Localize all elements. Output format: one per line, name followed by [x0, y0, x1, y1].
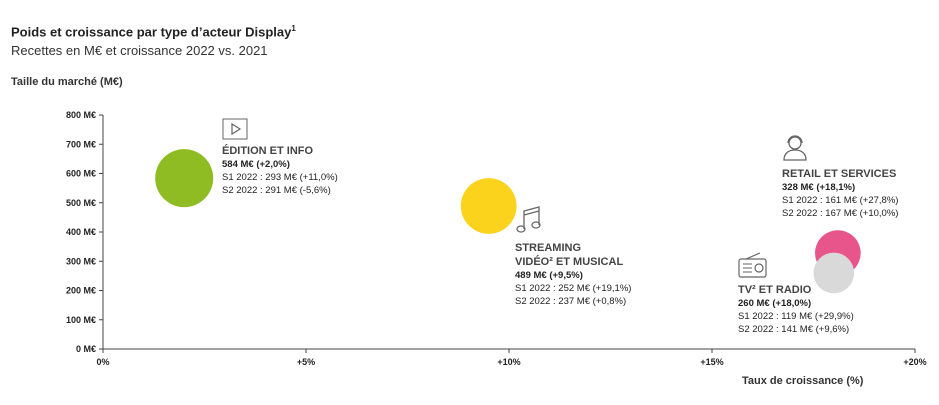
series-s1: S1 2022 : 252 M€ (+19,1%)	[515, 283, 632, 294]
annotation-edition-info: ÉDITION ET INFO 584 M€ (+2,0%) S1 2022 :…	[222, 144, 338, 197]
series-name: RETAIL ET SERVICES	[782, 168, 897, 180]
y-tick-label: 700 M€	[66, 139, 96, 149]
y-tick-label: 300 M€	[66, 256, 96, 266]
annotation-retail-services: RETAIL ET SERVICES 328 M€ (+18,1%) S1 20…	[782, 167, 898, 220]
y-tick-label: 200 M€	[66, 286, 96, 296]
bubble-4	[813, 252, 855, 294]
series-name: TV² ET RADIO	[738, 284, 812, 296]
y-axis-label: Taille du marché (M€)	[11, 76, 123, 88]
y-tick-label: 400 M€	[66, 227, 96, 237]
x-tick-label: +15%	[700, 357, 723, 367]
y-tick-label: 0 M€	[76, 344, 96, 354]
y-tick-label: 500 M€	[66, 198, 96, 208]
y-tick-label: 100 M€	[66, 315, 96, 325]
x-tick-label: +5%	[297, 357, 315, 367]
y-tick-label: 600 M€	[66, 169, 96, 179]
series-total: 489 M€ (+9,5%)	[515, 270, 583, 281]
x-tick-label: 0%	[96, 357, 109, 367]
bubble-1	[155, 149, 214, 208]
series-total: 584 M€ (+2,0%)	[222, 159, 290, 170]
series-total: 260 M€ (+18,0%)	[738, 298, 812, 309]
series-s2: S2 2022 : 167 M€ (+10,0%)	[782, 208, 899, 219]
series-total: 328 M€ (+18,1%)	[782, 182, 856, 193]
series-s2: S2 2022 : 291 M€ (-5,6%)	[222, 185, 331, 196]
series-s1: S1 2022 : 119 M€ (+29,9%)	[738, 311, 854, 322]
series-s2: S2 2022 : 237 M€ (+0,8%)	[515, 296, 627, 307]
series-s1: S1 2022 : 161 M€ (+27,8%)	[782, 195, 899, 206]
series-name: ÉDITION ET INFO	[222, 145, 314, 157]
x-axis-label: Taux de croissance (%)	[742, 375, 864, 387]
chart-title: Poids et croissance par type d’acteur Di…	[11, 24, 296, 40]
chart-subtitle: Recettes en M€ et croissance 2022 vs. 20…	[11, 43, 268, 58]
x-tick-label: +20%	[903, 357, 926, 367]
y-tick-label: 800 M€	[66, 110, 96, 120]
series-s1: S1 2022 : 293 M€ (+11,0%)	[222, 172, 338, 183]
series-s2: S2 2022 : 141 M€ (+9,6%)	[738, 324, 850, 335]
annotation-tv-radio: TV² ET RADIO 260 M€ (+18,0%) S1 2022 : 1…	[738, 283, 854, 336]
annotation-streaming: STREAMING VIDÉO² ET MUSICAL 489 M€ (+9,5…	[515, 241, 631, 308]
bubble-2	[460, 178, 517, 234]
series-name-line1: STREAMING	[515, 242, 581, 254]
series-name-line2: VIDÉO² ET MUSICAL	[515, 256, 624, 268]
x-tick-label: +10%	[497, 357, 520, 367]
